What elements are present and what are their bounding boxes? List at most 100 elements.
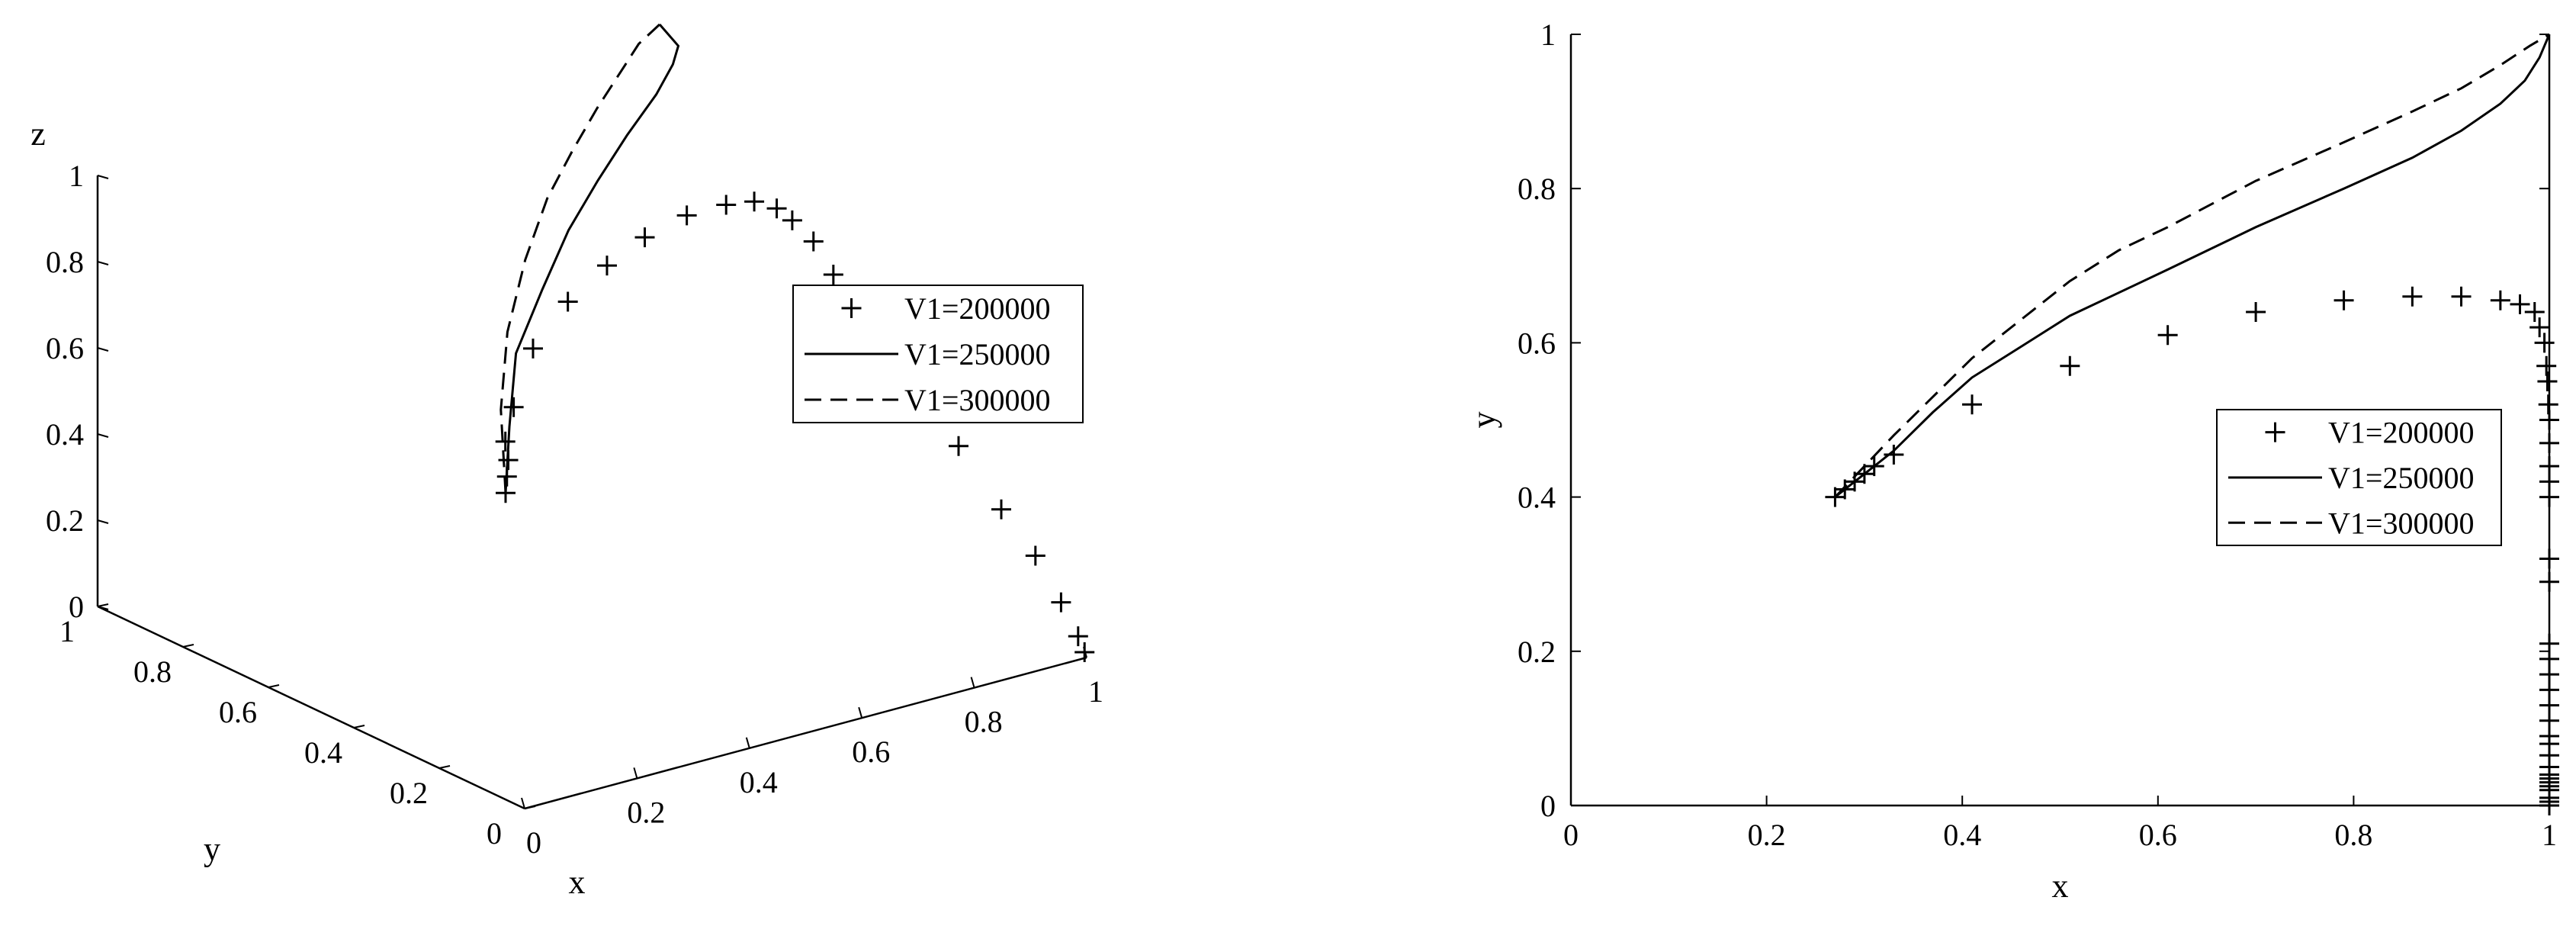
data-point-v1-200000 [2537,371,2558,391]
data-point-v1-200000 [1074,642,1095,663]
data-point-v1-200000 [495,431,516,452]
data-point-v1-200000 [2451,286,2472,307]
x-tick-label: 0.8 [2334,818,2372,852]
data-point-v1-200000 [2529,317,2550,338]
y-tick [268,684,280,688]
data-point-v1-200000 [676,205,697,226]
z-tick-label: 0.6 [46,331,84,365]
data-point-v1-200000 [2539,410,2559,430]
data-point-v1-200000 [2539,796,2559,815]
x-tick-label: 0.8 [965,705,1003,739]
y-tick-label: 0 [1540,789,1556,823]
series-line-v1-250000 [504,24,680,494]
plot-3d: 0000.20.20.20.40.40.40.60.60.60.80.80.81… [31,23,1103,901]
data-point-v1-200000 [1051,592,1071,613]
z-tick-label: 0.4 [46,417,84,452]
plot-2d: 00 0.2 0.2 0.4 0.4 0.6 0.6 0.8 0.8 1 1 x y V1=200000 V… [1465,18,2559,905]
legend-label: V1=200000 [2328,416,2474,450]
y-tick-label: 0.4 [1518,481,1556,515]
y-tick [353,725,365,728]
legend-label: V1=250000 [904,337,1050,371]
data-point-v1-200000 [522,338,543,359]
series-line-v1-300000 [499,23,661,494]
z-tick-label: 1 [69,159,84,193]
x-tick-label: 0.2 [627,795,665,829]
z-tick [97,347,109,352]
y-tick [182,644,194,648]
y-tick [438,765,451,769]
y-tick-label: 0.4 [304,735,342,770]
x-tick [858,706,863,719]
x-tick-label: 0 [1563,818,1579,852]
data-point-v1-200000 [2539,548,2559,569]
y-axis-label: y [204,831,220,868]
data-point-v1-200000 [1962,394,1983,415]
x-tick [745,737,750,749]
y-tick-label: 0.8 [1518,172,1556,206]
z-tick [97,175,109,179]
x-tick [521,797,525,809]
data-point-v1-200000 [634,227,655,248]
legend-label: V1=300000 [2328,506,2474,540]
series-line-v1-300000 [1834,33,2550,498]
x-tick-label: 0.6 [852,735,890,769]
legend-label: V1=300000 [904,383,1050,417]
data-point-v1-200000 [1068,626,1088,647]
y-tick-label: 0.2 [390,776,428,810]
legend-marker-plus [841,298,862,318]
x-tick-label: 1 [1088,674,1103,709]
x-tick-label: 0.2 [1748,818,1786,852]
data-point-v1-200000 [2534,333,2555,353]
data-point-v1-200000 [503,397,524,417]
series-line-v1-250000 [1834,34,2551,498]
z-tick-label: 0.2 [46,503,84,538]
legend-label: V1=200000 [904,291,1050,326]
y-tick-label: 0 [487,816,502,851]
y-tick-label: 1 [1540,18,1556,52]
x-tick-label: 0.6 [2139,818,2177,852]
z-tick-label: 0.8 [46,245,84,279]
y-tick-label: 0.2 [1518,635,1556,669]
data-point-v1-200000 [2490,290,2510,310]
data-point-v1-200000 [2510,294,2530,314]
data-point-v1-200000 [596,256,617,276]
z-tick [97,519,109,524]
data-point-v1-200000 [2539,571,2559,592]
legend-label: V1=250000 [2328,461,2474,495]
data-point-v1-200000 [782,210,802,230]
data-point-v1-200000 [823,264,843,285]
y-tick-label: 1 [59,614,75,648]
data-point-v1-200000 [2524,301,2545,322]
data-point-v1-200000 [2060,355,2080,376]
data-point-v1-200000 [2246,301,2266,322]
z-tick [97,433,109,438]
y-tick [524,806,536,809]
z-axis-label: z [31,115,46,153]
y-axis-label: y [1465,412,1502,429]
x-axis-label: x [2052,867,2069,905]
data-point-v1-200000 [2539,487,2559,507]
x-tick-label: 0.4 [740,765,778,799]
data-point-v1-200000 [803,231,824,252]
x-axis-line [524,656,1087,810]
y-tick-label: 0.8 [133,654,172,689]
x-tick-label: 1 [2542,818,2557,852]
z-tick-label: 0 [69,590,84,624]
y-tick [97,603,109,607]
data-point-v1-200000 [1025,545,1045,566]
legend-marker-plus [2265,422,2285,442]
data-point-v1-200000 [716,195,737,215]
x-tick [633,767,638,779]
data-point-v1-200000 [2539,433,2559,453]
x-axis-label: x [569,863,586,901]
y-axis-line [97,605,525,810]
data-point-v1-200000 [766,198,787,219]
x-tick-label: 0 [526,825,541,860]
x-tick-label: 0.4 [1943,818,1981,852]
y-tick-label: 0.6 [1518,326,1556,360]
data-point-v1-200000 [2402,286,2423,307]
z-tick [97,606,109,610]
y-tick-label: 0.6 [219,695,257,729]
